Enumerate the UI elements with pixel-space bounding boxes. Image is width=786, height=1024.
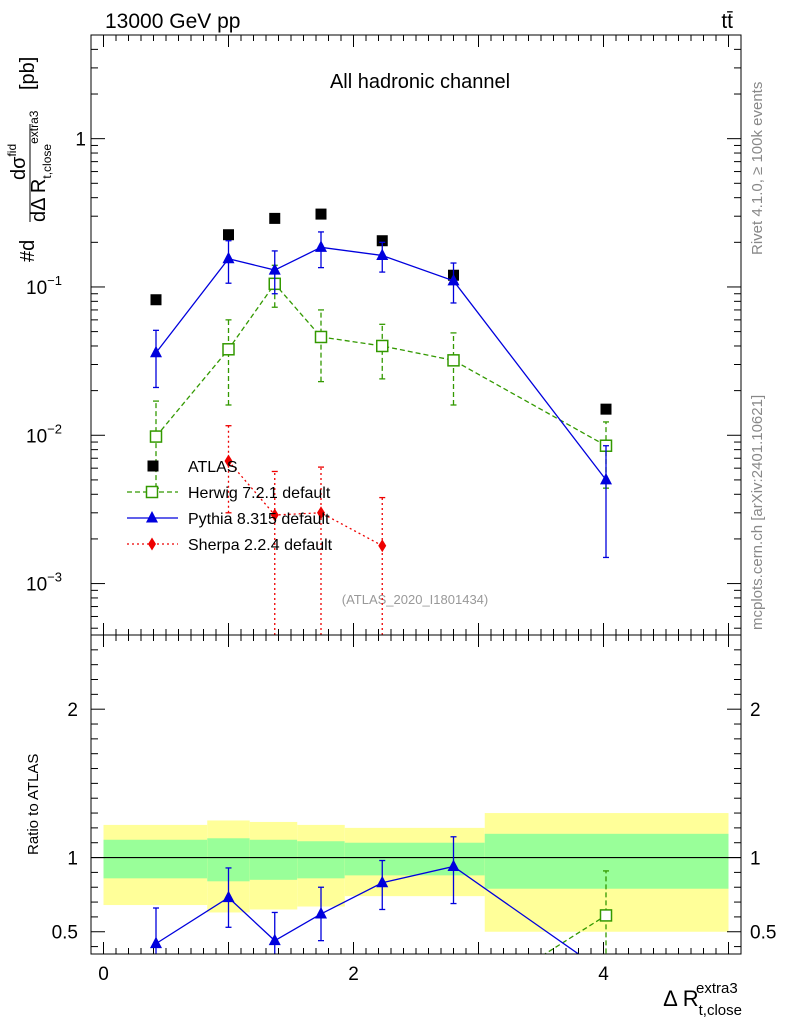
data-point xyxy=(447,354,460,367)
ylabel-denominator: dΔ Rt,closeextra3 xyxy=(27,110,54,222)
data-point xyxy=(268,263,281,275)
ratio-point xyxy=(150,936,162,949)
uncertainty-band-inner xyxy=(249,839,298,880)
main-ytick-label: 10−2 xyxy=(26,421,62,447)
data-point xyxy=(269,212,281,224)
main-ytick-label: 10−1 xyxy=(26,273,62,299)
ratio-line xyxy=(543,914,607,954)
legend-marker xyxy=(148,537,156,551)
ratio-ytick-label-right: 1 xyxy=(750,849,761,870)
legend-item: Sherpa 2.2.4 default xyxy=(127,537,333,554)
ratio-point xyxy=(376,875,389,888)
data-point xyxy=(447,273,460,286)
ratio-series xyxy=(150,836,613,954)
uncertainty-band-inner xyxy=(103,839,208,879)
main-ytick-label: 1 xyxy=(75,130,86,151)
uncertainty-band-inner xyxy=(297,841,345,879)
legend-item: ATLAS xyxy=(147,459,238,476)
uncertainty-band-inner xyxy=(344,842,485,876)
ratio-ytick-label: 2 xyxy=(67,700,78,721)
x-axis-label: Δ Rt,closeextra3 xyxy=(663,980,742,1019)
data-point xyxy=(378,539,387,553)
ratio-bands xyxy=(91,813,741,932)
x-tick-label: 2 xyxy=(348,964,359,985)
ratio-point xyxy=(447,859,460,871)
legend: ATLAS Herwig 7.2.1 default Pythia 8.315 de… xyxy=(127,459,333,554)
ratio-point xyxy=(268,933,281,946)
ylabel-unit: [pb] xyxy=(17,57,39,90)
ylabel-numerator: dσfid xyxy=(5,144,30,180)
legend-label: ATLAS xyxy=(188,459,238,476)
data-point xyxy=(222,343,235,356)
data-point xyxy=(149,430,163,443)
ratio-axis-ticks: 0 2 4 0.5 0.5 1 1 2 2 xyxy=(52,635,776,985)
ylabel-prefix: #d xyxy=(17,240,39,262)
legend-label: Sherpa 2.2.4 default xyxy=(188,537,333,554)
data-point xyxy=(600,403,612,415)
data-point xyxy=(315,208,327,220)
series-herwig xyxy=(149,264,613,489)
ratio-series-herwig xyxy=(543,870,613,954)
ratio-point xyxy=(599,909,613,922)
ratio-ytick-label: 0.5 xyxy=(52,923,78,944)
data-point xyxy=(376,235,388,247)
analysis-label: (ATLAS_2020_I1801434) xyxy=(342,592,488,607)
legend-item: Pythia 8.315 default xyxy=(127,511,330,528)
ratio-frame xyxy=(90,634,742,955)
rivet-label: Rivet 4.1.0, ≥ 100k events xyxy=(749,82,766,255)
data-point xyxy=(315,240,327,252)
legend-marker xyxy=(147,460,159,472)
main-ylabel: #d dσfid dΔ Rt,closeextra3 [pb] xyxy=(5,57,54,262)
legend-marker xyxy=(146,511,158,523)
ratio-ytick-label-right: 0.5 xyxy=(750,923,776,944)
data-point xyxy=(600,472,612,485)
legend-marker xyxy=(145,485,159,499)
data-point xyxy=(376,339,389,353)
series-pythia xyxy=(150,231,612,559)
energy-label: 13000 GeV pp xyxy=(105,10,240,33)
process-label: tt̄ xyxy=(721,10,733,33)
data-point xyxy=(270,508,279,522)
main-title: All hadronic channel xyxy=(330,71,510,93)
series-line xyxy=(155,246,607,481)
data-point xyxy=(150,345,162,358)
data-point xyxy=(314,330,328,344)
series-line xyxy=(155,282,607,447)
main-axis-ticks: 1 10−1 10−2 10−3 xyxy=(26,34,741,635)
main-series xyxy=(149,208,613,635)
series-sherpa xyxy=(224,425,387,635)
ratio-point xyxy=(222,890,235,903)
data-point xyxy=(223,229,234,241)
x-tick-label: 0 xyxy=(98,964,109,985)
data-point xyxy=(222,251,235,264)
source-label: mcplots.cern.ch [arXiv:2401.10621] xyxy=(749,395,766,630)
data-point xyxy=(376,248,389,260)
legend-label: Pythia 8.315 default xyxy=(188,511,330,528)
series-line xyxy=(228,460,383,547)
ratio-ytick-label-right: 2 xyxy=(750,700,761,721)
legend-label: Herwig 7.2.1 default xyxy=(188,485,331,502)
ratio-series-pythia xyxy=(150,836,580,954)
legend-item: Herwig 7.2.1 default xyxy=(127,485,331,502)
main-ytick-label: 10−3 xyxy=(26,570,62,596)
ratio-point xyxy=(315,906,327,919)
x-tick-label: 4 xyxy=(598,964,609,985)
series-atlas xyxy=(150,208,612,415)
data-point xyxy=(317,506,325,520)
ratio-series-group xyxy=(150,836,613,954)
data-point xyxy=(150,294,162,306)
ratio-ytick-label: 1 xyxy=(67,849,78,870)
ratio-ylabel: Ratio to ATLAS xyxy=(25,754,42,855)
data-point xyxy=(224,454,233,468)
